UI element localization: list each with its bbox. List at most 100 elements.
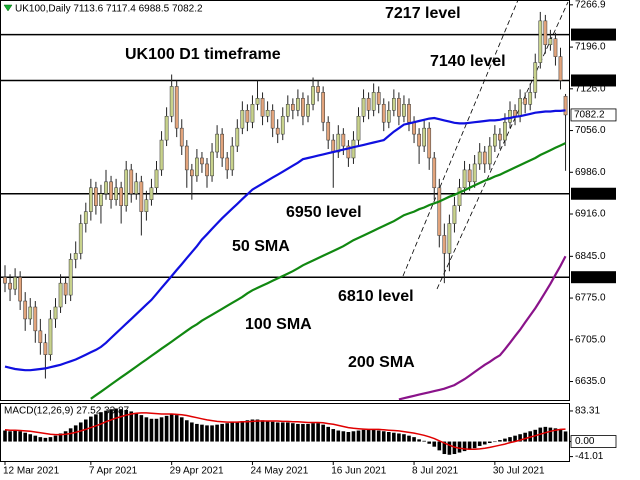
candle-body [457,187,462,206]
last-price-box [570,108,617,122]
candle-body [190,169,194,177]
candle-body [336,133,341,153]
macd-bar [467,441,472,450]
macd-bar [563,431,568,442]
candle-body [13,276,17,290]
candle-body [205,163,209,177]
macd-bar [205,425,209,442]
y-tick-label: 6845.0 [575,251,606,262]
candle-body [346,145,351,159]
candle-body [523,98,527,105]
candle-body [321,92,325,123]
macd-bar [427,441,431,444]
macd-bar [200,424,204,442]
macd-bar [68,428,73,442]
y-tick-label: 6775.0 [575,293,606,304]
macd-bar [13,430,17,442]
chart-title: UK100 D1 timeframe [125,46,281,63]
y-tick-label: 7196.0 [575,42,606,53]
y-tick-label: 6635.0 [575,376,606,387]
candle-body [48,318,53,355]
macd-bar [58,433,63,442]
macd-bar [346,432,351,442]
candle-body [437,187,442,236]
candle-body [78,223,83,254]
candle-body [260,98,265,117]
macd-bar [422,440,426,442]
macd-bar [503,438,507,442]
macd-bar [18,431,22,442]
candle-body [215,133,219,153]
candle-body [270,110,275,129]
candle-body [184,145,189,171]
sma-line [398,255,567,400]
header: UK100,Daily 7113.6 7117.4 6988.5 7082.2 [15,4,203,15]
candle-body [553,38,558,57]
macd-bar [53,435,58,442]
macd-bar [139,415,144,442]
macd-bar [23,432,27,442]
candle-body [326,121,331,141]
macd-bar [43,437,48,442]
axes: 7266.9 7196.0 7126.0 7056.0 6986.0 6916.0 6845… [3,0,617,477]
candle-body [371,92,376,111]
macd-bar [417,439,421,442]
macd-bar [8,431,12,442]
macd-bar [119,409,123,442]
candle-body [432,157,437,189]
candle-body [114,187,118,200]
candle-body [513,110,517,117]
candle-body [159,139,164,171]
macd-bar [321,424,325,442]
y-tick-label: 6916.0 [575,209,606,220]
candle-body [361,98,366,117]
candle-body [487,145,492,165]
candle-body [331,139,336,153]
candle-body [83,211,88,224]
candle-body [407,104,411,123]
macd-bar [518,434,522,442]
candle-body [164,115,169,141]
sma-label: 200 SMA [348,354,415,371]
macd-bar [84,419,88,442]
signal-line [4,412,566,451]
macd-bar [73,425,78,442]
level-label-box [571,74,616,87]
macd-bar [144,417,149,442]
candle-body [306,104,310,117]
candle-body [240,110,245,129]
candle-body [109,181,113,200]
candle-body [154,169,159,189]
macd-bar [351,431,356,442]
candle-body [210,151,214,177]
macd-bar [134,412,139,442]
macd-bar [190,422,194,442]
candle-body [18,276,22,302]
candle-body [548,38,553,45]
y-tick-label: -41.01 [575,451,604,462]
x-tick-label: 16 Jun 2021 [331,466,386,477]
macd-bar [265,420,270,442]
candle-body [68,259,73,296]
macd-bar [407,435,411,442]
candle-body [3,276,7,284]
candle-body [442,235,447,254]
macd-bar [195,423,199,442]
macd-bar [154,418,159,442]
x-tick-label: 7 Apr 2021 [89,466,138,477]
macd-bar [482,441,487,445]
candle-body [493,133,497,147]
macd-bar [381,431,386,442]
level-label-box [571,28,616,41]
macd-bar [63,431,68,442]
candle-body [533,62,538,93]
macd-bar [220,423,224,442]
candle-body [452,205,457,224]
sma-line [90,142,566,400]
candle-body [402,104,406,117]
candle-body [397,98,401,117]
candle-body [412,121,416,135]
main-plot [0,0,569,400]
candle-body [351,139,356,159]
